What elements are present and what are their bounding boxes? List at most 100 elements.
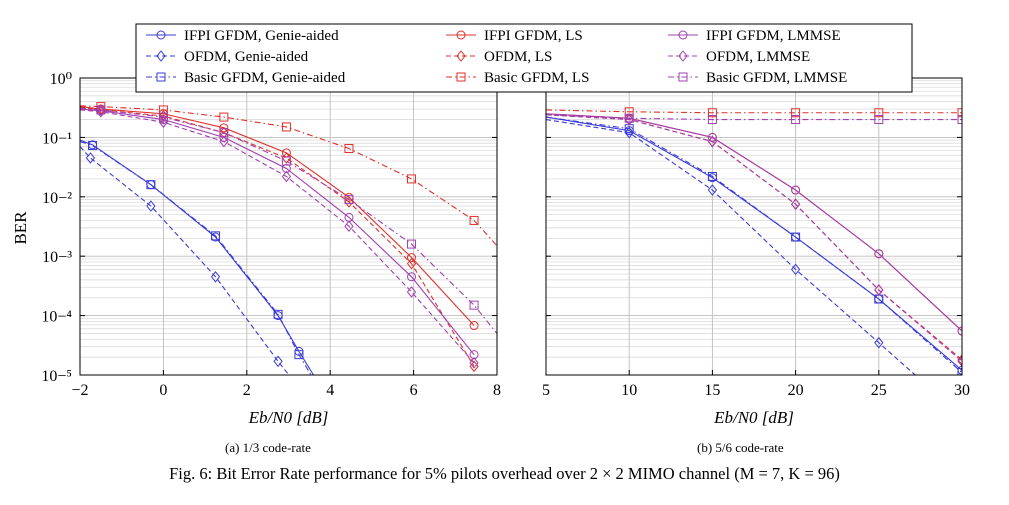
data-point: [957, 368, 962, 375]
data-point: [281, 156, 291, 166]
series-line: [546, 116, 962, 373]
data-point: [219, 135, 229, 148]
x-tick-label: 6: [410, 382, 418, 399]
legend-marker: [156, 30, 166, 40]
data-point: [407, 239, 417, 249]
legend-label: Basic GFDM, LMMSE: [706, 70, 847, 86]
data-point: [957, 354, 962, 366]
series-line: [546, 114, 962, 362]
data-point: [624, 113, 634, 123]
x-tick-label: 8: [493, 382, 501, 399]
data-point: [406, 257, 417, 270]
legend-box: [135, 23, 913, 93]
series-line: [80, 105, 497, 247]
x-tick-label: 2: [243, 382, 251, 399]
legend-item: Basic GFDM, LMMSE: [668, 70, 847, 86]
y-tick-label: 10⁰: [50, 71, 72, 88]
data-point: [874, 115, 884, 125]
data-point: [624, 126, 634, 139]
data-point: [407, 253, 417, 263]
plot-a-code-rate-1-3: −2 0 2 4 6 8 10−⁵ 10−⁴ 10−³ 10−² 10−¹ 10⁰ Eb/N0 [dB]: [41, 71, 501, 427]
legend-label: OFDM, LS: [484, 49, 552, 65]
data-point: [707, 171, 717, 181]
legend-item: IFPI GFDM, LMMSE: [668, 28, 841, 44]
data-point: [407, 174, 417, 184]
data-point: [957, 326, 962, 336]
legend-marker: [678, 72, 688, 82]
data-point: [281, 152, 292, 164]
series-group: [546, 107, 962, 375]
data-point: [957, 355, 962, 368]
data-point: [344, 196, 354, 208]
data-point: [219, 112, 229, 122]
legend-item: OFDM, LS: [446, 49, 552, 65]
data-point: [874, 108, 884, 118]
x-tick-label: 25: [871, 382, 887, 399]
y-tick-label: 10−²: [42, 190, 72, 207]
legend-marker: [678, 50, 688, 62]
x-axis-label: Eb/N0 [dB]: [713, 408, 794, 427]
legend-label: IFPI GFDM, LMMSE: [706, 28, 841, 44]
data-point: [146, 180, 156, 190]
data-point: [294, 350, 304, 360]
data-point: [344, 144, 354, 154]
x-axis-label: Eb/N0 [dB]: [248, 408, 329, 427]
data-point: [273, 309, 283, 319]
figure-caption: Fig. 6: Bit Error Rate performance for 5…: [169, 464, 840, 483]
grid: [79, 78, 498, 376]
data-point: [791, 185, 801, 195]
data-point: [211, 231, 221, 241]
data-point: [707, 135, 718, 148]
data-point: [957, 115, 962, 125]
data-point: [957, 108, 962, 118]
subcaption-a: (a) 1/3 code-rate: [225, 440, 311, 455]
data-point: [707, 108, 717, 118]
data-point: [158, 105, 168, 115]
x-tick-label: 4: [326, 382, 334, 399]
legend-item: Basic GFDM, Genie-aided: [146, 70, 346, 86]
x-tick-label: 30: [954, 382, 970, 399]
legend: IFPI GFDM, Genie-aided OFDM, Genie-aided B…: [135, 23, 913, 93]
legend-item: IFPI GFDM, LS: [446, 28, 583, 44]
y-tick-label: 10−¹: [42, 130, 72, 147]
series-line: [80, 141, 312, 375]
y-tick-label: 10−⁴: [41, 309, 72, 326]
data-point: [96, 105, 106, 115]
data-point: [469, 321, 479, 331]
data-point: [85, 152, 96, 164]
legend-marker: [456, 72, 466, 82]
data-point: [874, 284, 884, 296]
series-line: [80, 106, 475, 326]
legend-marker: [678, 30, 688, 40]
data-point: [790, 198, 801, 211]
legend-label: OFDM, Genie-aided: [184, 49, 309, 65]
data-point: [624, 107, 634, 117]
data-point: [469, 357, 479, 369]
plot-frame: [545, 77, 963, 376]
legend-label: Basic GFDM, Genie-aided: [184, 70, 346, 86]
data-point: [281, 163, 291, 173]
x-tick-label: 20: [788, 382, 804, 399]
data-point: [407, 272, 417, 282]
legend-marker: [456, 50, 466, 62]
series-line: [546, 109, 962, 114]
x-tick-label: 10: [621, 382, 637, 399]
legend-label: IFPI GFDM, Genie-aided: [184, 28, 339, 44]
data-point: [707, 184, 718, 196]
data-point: [406, 286, 417, 298]
data-point: [791, 232, 801, 242]
data-point: [791, 115, 801, 125]
data-point: [874, 249, 884, 259]
x-tick-label: 0: [159, 382, 167, 399]
data-point: [791, 108, 801, 118]
data-point: [790, 263, 801, 276]
data-point: [146, 200, 156, 212]
data-point: [88, 141, 98, 151]
data-point: [344, 220, 354, 232]
series-line: [80, 146, 290, 375]
grid: [545, 78, 963, 376]
data-point: [281, 170, 292, 183]
x-tick-label: −2: [71, 382, 88, 399]
series-line: [80, 107, 497, 334]
